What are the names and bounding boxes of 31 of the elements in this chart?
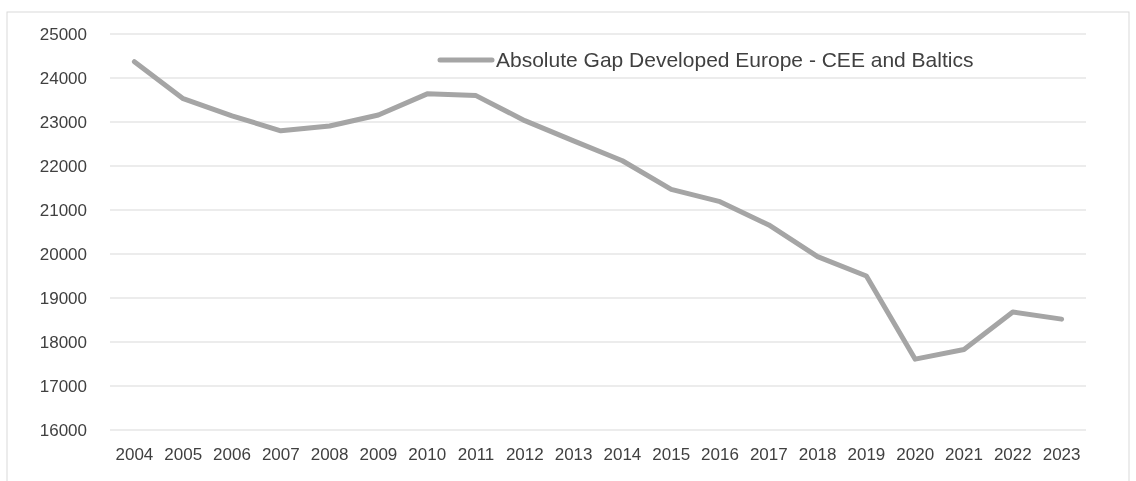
x-tick-label: 2009 [359, 445, 398, 464]
legend-label: Absolute Gap Developed Europe - CEE and Baltics [496, 48, 974, 72]
y-tick-label: 17000 [39, 376, 87, 396]
x-tick-label: 2021 [945, 445, 983, 464]
x-tick-label: 2019 [847, 445, 886, 464]
x-tick-label: 2004 [115, 445, 154, 464]
x-tick-label: 2017 [749, 445, 788, 464]
x-tick-label: 2020 [896, 445, 935, 464]
x-tick-label: 2005 [164, 445, 203, 464]
x-tick-label: 2007 [261, 445, 300, 464]
x-tick-label: 2022 [993, 445, 1032, 464]
x-tick-label: 2013 [554, 445, 593, 464]
x-tick-label: 2006 [213, 445, 251, 464]
x-tick-label: 2023 [1042, 445, 1081, 464]
x-tick-label: 2018 [798, 445, 837, 464]
y-tick-label: 22000 [39, 156, 87, 176]
y-tick-label: 19000 [39, 288, 87, 308]
x-tick-label: 2015 [652, 445, 691, 464]
x-tick-label: 2010 [408, 445, 447, 464]
x-tick-label: 2008 [310, 445, 349, 464]
x-tick-label: 2014 [603, 445, 642, 464]
y-tick-label: 24000 [39, 68, 87, 88]
x-tick-label: 2012 [505, 445, 544, 464]
y-tick-label: 25000 [39, 24, 87, 44]
y-tick-label: 20000 [39, 244, 87, 264]
y-tick-label: 23000 [39, 112, 87, 132]
x-tick-label: 2016 [701, 445, 739, 464]
y-tick-label: 16000 [39, 420, 87, 440]
x-tick-label: 2011 [457, 445, 495, 464]
y-tick-label: 21000 [39, 200, 87, 220]
y-tick-label: 18000 [39, 332, 87, 352]
